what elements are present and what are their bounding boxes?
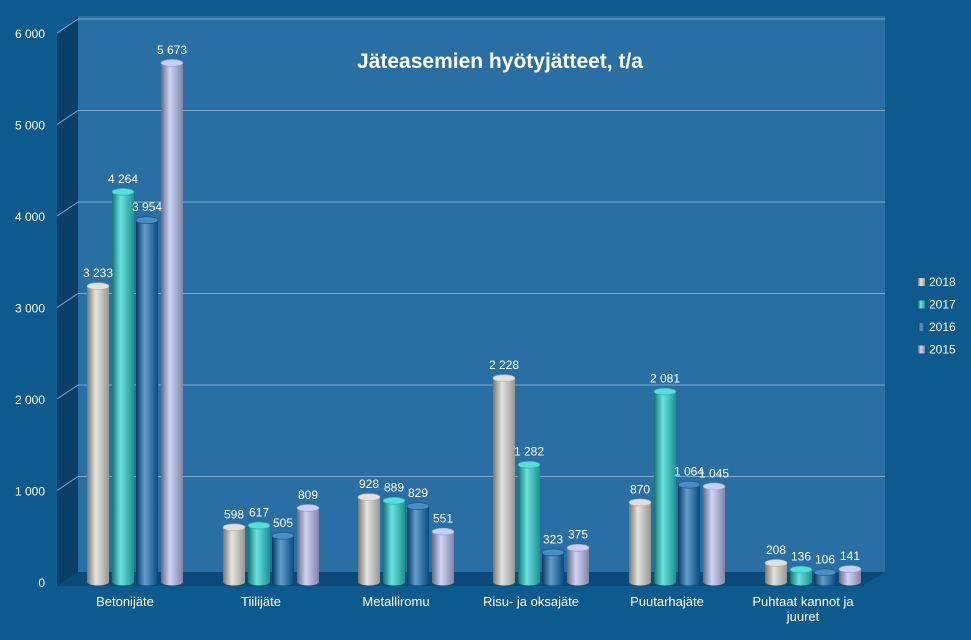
x-tick-label: Tiilijäte [241, 594, 281, 609]
x-tick-label: Puhtaat kannot ja [752, 594, 854, 609]
data-label: 505 [273, 516, 293, 530]
bar-2018-1 [222, 523, 246, 586]
data-label: 617 [249, 506, 269, 520]
x-tick-label: Risu- ja oksajäte [483, 594, 579, 609]
legend-label: 2015 [929, 343, 956, 357]
y-tick-label: 6 000 [15, 27, 45, 41]
x-tick-label: Betonijäte [96, 594, 154, 609]
bar-2015-1 [296, 504, 320, 586]
data-label: 870 [630, 482, 650, 496]
bar-2016-5 [813, 568, 837, 586]
bar-2015-2 [431, 527, 455, 586]
data-label: 4 264 [108, 172, 138, 186]
legend-label: 2017 [929, 298, 956, 312]
data-label: 106 [815, 552, 835, 566]
data-label: 1 064 [674, 465, 704, 479]
legend-item-2016: 2016 [918, 320, 956, 334]
bar-2015-5 [838, 565, 862, 586]
data-label: 598 [224, 507, 244, 521]
bar-2016-2 [406, 502, 430, 586]
legend-label: 2016 [929, 320, 956, 334]
data-label: 1 282 [514, 445, 544, 459]
data-label: 3 233 [83, 266, 113, 280]
data-label: 5 673 [157, 43, 187, 57]
bar-2016-1 [271, 531, 295, 586]
bar-2016-3 [541, 548, 565, 586]
data-label: 551 [433, 512, 453, 526]
gridline-side [56, 384, 79, 400]
data-label: 928 [359, 477, 379, 491]
bar-2016-0 [135, 216, 159, 586]
gridline-side [56, 293, 79, 308]
data-label: 829 [408, 486, 428, 500]
bar-2018-0 [86, 282, 110, 586]
bar-2015-0 [160, 59, 184, 586]
data-label: 208 [766, 543, 786, 557]
data-label: 809 [298, 488, 318, 502]
gridline-side [56, 18, 79, 34]
data-label: 141 [840, 549, 860, 563]
legend-item-2015: 2015 [918, 343, 956, 357]
bar-2017-3 [517, 460, 541, 586]
legend-item-2018: 2018 [918, 275, 956, 289]
x-tick-label: juuret [786, 609, 820, 624]
bar-2018-5 [764, 559, 788, 586]
bar-2018-4 [628, 498, 652, 586]
y-tick-label: 0 [38, 576, 45, 590]
y-tick-label: 4 000 [15, 210, 45, 224]
gridline-side [56, 201, 79, 217]
data-label: 2 081 [650, 372, 680, 386]
y-tick-label: 2 000 [15, 393, 45, 407]
bar-2017-5 [789, 565, 813, 586]
gridline-side [56, 476, 79, 491]
bar-2017-2 [382, 496, 406, 586]
bar-2015-4 [702, 482, 726, 586]
x-tick-label: Metalliromu [362, 594, 429, 609]
bar-2018-2 [357, 493, 381, 586]
bar-2016-4 [677, 480, 701, 586]
bar-2018-3 [492, 374, 516, 586]
data-label: 3 954 [132, 200, 162, 214]
bar-2017-4 [653, 387, 677, 586]
x-tick-label: Puutarhajäte [630, 594, 704, 609]
y-tick-label: 3 000 [15, 302, 45, 316]
data-label: 136 [791, 550, 811, 564]
data-label: 2 228 [489, 358, 519, 372]
legend-label: 2018 [929, 275, 956, 289]
data-label: 889 [384, 481, 404, 495]
bar-2017-0 [111, 188, 135, 586]
data-label: 323 [543, 532, 563, 546]
gridline-side [56, 110, 79, 125]
y-tick-label: 1 000 [15, 485, 45, 499]
data-label: 1 045 [699, 466, 729, 480]
y-tick-label: 5 000 [15, 119, 45, 133]
data-label: 375 [568, 528, 588, 542]
legend-item-2017: 2017 [918, 298, 956, 312]
chart-title: Jäteasemien hyötyjätteet, t/a [357, 50, 643, 73]
bar-2015-3 [566, 543, 590, 586]
bar-2017-1 [247, 521, 271, 586]
